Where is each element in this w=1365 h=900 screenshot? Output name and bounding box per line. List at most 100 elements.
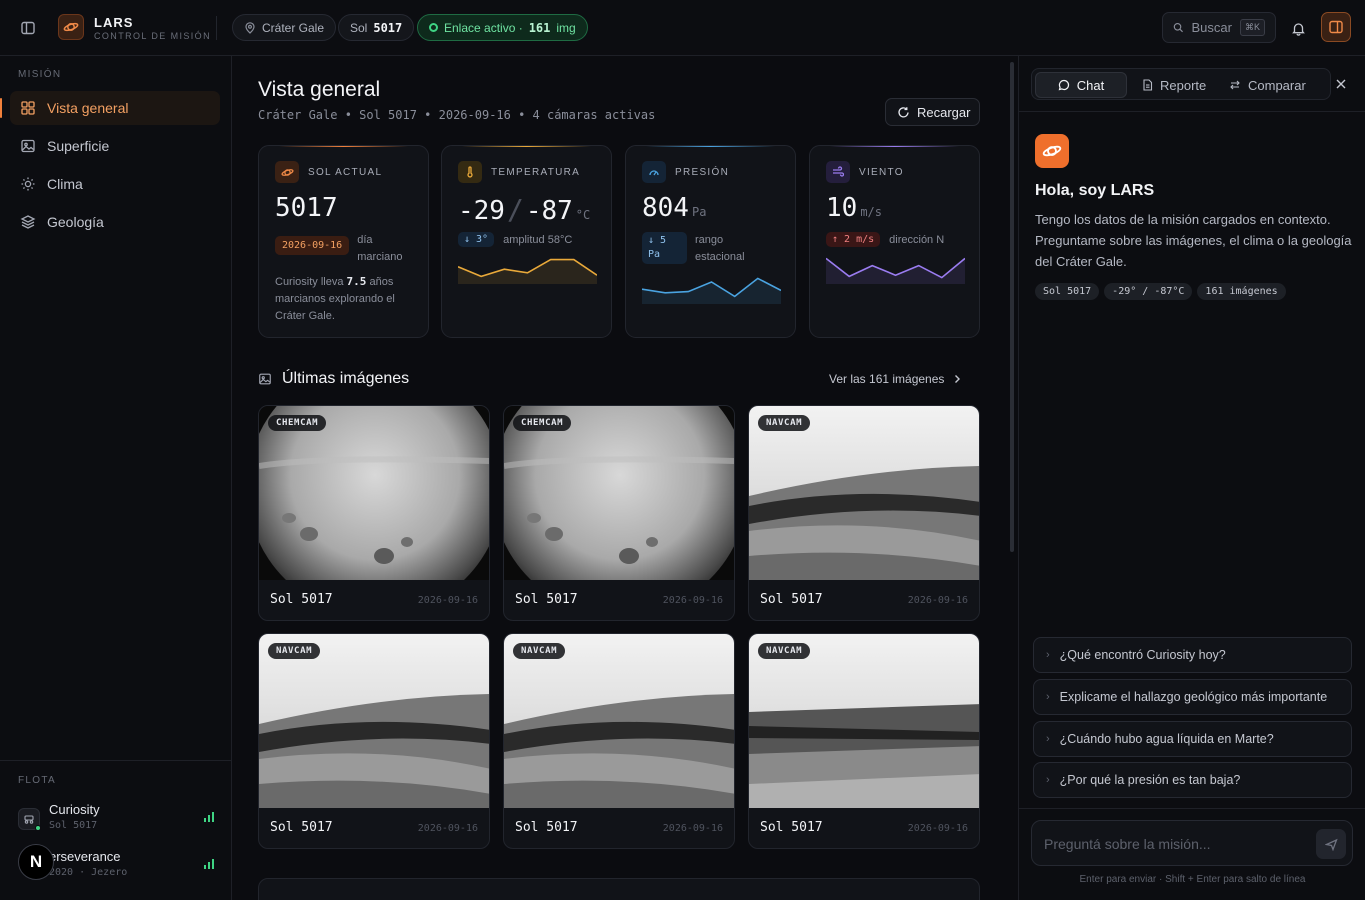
tab-chat[interactable]: Chat xyxy=(1035,72,1127,98)
chip-note: dirección N xyxy=(889,233,945,246)
wind-icon xyxy=(826,161,850,183)
tab-comparar[interactable]: Comparar xyxy=(1219,72,1316,98)
sidebar-item-vista-general[interactable]: Vista general xyxy=(0,91,220,125)
message-icon xyxy=(1058,79,1069,91)
image-date: 2026-09-16 xyxy=(662,595,723,606)
reload-button[interactable]: Recargar xyxy=(885,98,980,126)
link-image-unit: img xyxy=(556,20,576,35)
lars-avatar xyxy=(1035,134,1069,168)
temperature-value: -29/-87 °C xyxy=(458,193,591,226)
send-button[interactable] xyxy=(1316,829,1346,859)
input-hint: Enter para enviar · Shift + Enter para s… xyxy=(1079,874,1306,885)
image-date: 2026-09-16 xyxy=(907,595,968,606)
chat-intro: Tengo los datos de la misión cargados en… xyxy=(1035,212,1352,269)
camera-tag: NAVCAM xyxy=(758,643,811,659)
link-status-pill[interactable]: Enlace activo · 161 img xyxy=(417,14,588,41)
sidebar-item-label: Superficie xyxy=(47,138,110,154)
top-bar: LARS CONTROL DE MISIÓN Cráter Gale Sol 5… xyxy=(0,0,1365,56)
sparkline-line xyxy=(458,258,597,278)
sol-card: SOL ACTUAL 5017 2026-09-16 día marciano … xyxy=(258,145,429,338)
card-accent xyxy=(646,146,775,147)
camera-tag: CHEMCAM xyxy=(513,415,572,431)
chat-input-box xyxy=(1031,820,1353,866)
image-card[interactable]: CHEMCAM Sol 5017 2026-09-16 xyxy=(503,405,735,621)
sol-description: Curiosity lleva 7.5 años marcianos explo… xyxy=(275,273,415,325)
pressure-card: PRESIÓN 804 Pa ↓ 5 Pa rango estacional xyxy=(625,145,796,338)
grid-icon xyxy=(21,101,35,115)
dev-tools-badge[interactable]: N xyxy=(18,844,54,880)
sidebar-item-superficie[interactable]: Superficie xyxy=(10,129,220,163)
card-title: TEMPERATURA xyxy=(491,166,581,178)
sol-pill[interactable]: Sol 5017 xyxy=(338,14,415,41)
fleet-subtitle: Sol 5017 xyxy=(49,820,98,831)
fleet-item-perseverance[interactable]: erseverance 2020 · Jezero xyxy=(18,849,218,885)
sidebar-item-label: Clima xyxy=(47,176,83,192)
date-chip: 2026-09-16 xyxy=(275,236,350,255)
temperature-card: TEMPERATURA -29/-87 °C ↓ 3° amplitud 58°C xyxy=(441,145,612,338)
delta-chip: ↓ 3° xyxy=(458,232,495,247)
sparkline-area xyxy=(458,259,597,284)
sol-desc-a: Curiosity lleva xyxy=(275,276,344,288)
suggestion-button[interactable]: › ¿Cuándo hubo agua líquida en Marte? xyxy=(1033,721,1352,757)
image-card[interactable]: NAVCAM Sol 5017 2026-09-16 xyxy=(748,633,980,849)
image-card[interactable]: CHEMCAM Sol 5017 2026-09-16 xyxy=(258,405,490,621)
sidebar-item-geologia[interactable]: Geología xyxy=(10,205,220,239)
context-chip: Sol 5017 xyxy=(1035,283,1100,300)
pressure-sparkline xyxy=(642,277,781,304)
suggestion-button[interactable]: › Explicame el hallazgo geológico más im… xyxy=(1033,679,1352,715)
delta-chip: ↑ 2 m/s xyxy=(826,232,881,247)
context-chips: Sol 5017 -29° / -87°C 161 imágenes xyxy=(1035,283,1286,300)
sol-desc-b: años marcianos explorando el Cráter Gale… xyxy=(275,276,395,322)
card-title: SOL ACTUAL xyxy=(308,166,383,178)
sidebar-item-clima[interactable]: Clima xyxy=(10,167,220,201)
image-card[interactable]: NAVCAM Sol 5017 2026-09-16 xyxy=(258,633,490,849)
sol-label: Sol xyxy=(350,20,368,35)
tab-reporte[interactable]: Reporte xyxy=(1132,72,1216,98)
fleet-item-curiosity[interactable]: Curiosity Sol 5017 xyxy=(18,802,218,838)
toggle-chat-panel-button[interactable] xyxy=(1321,12,1351,42)
scrollbar[interactable] xyxy=(1010,62,1014,552)
tab-label: Chat xyxy=(1076,77,1105,93)
wind-card: VIENTO 10 m/s ↑ 2 m/s dirección N xyxy=(809,145,980,338)
send-icon xyxy=(1324,838,1338,851)
next-section-card xyxy=(258,878,980,900)
temp-min: -87 xyxy=(525,196,573,226)
lars-logo[interactable] xyxy=(58,14,84,40)
card-accent xyxy=(830,146,959,147)
see-all-label: Ver las 161 imágenes xyxy=(829,372,945,386)
notifications-button[interactable] xyxy=(1286,16,1310,40)
image-icon xyxy=(21,139,35,153)
chevron-right-icon: › xyxy=(1046,649,1050,661)
image-card[interactable]: NAVCAM Sol 5017 2026-09-16 xyxy=(503,633,735,849)
chevron-right-icon: › xyxy=(1046,733,1050,745)
chemcam-photo xyxy=(259,406,489,580)
sun-icon xyxy=(21,177,35,191)
chat-greeting: Hola, soy LARS xyxy=(1035,182,1155,199)
context-chip: 161 imágenes xyxy=(1197,283,1286,300)
suggestion-button[interactable]: › ¿Por qué la presión es tan baja? xyxy=(1033,762,1352,798)
navcam-photo xyxy=(259,634,489,808)
pressure-value: 804 Pa xyxy=(642,193,706,223)
images-section-title: Últimas imágenes xyxy=(282,370,410,387)
online-dot xyxy=(35,825,41,831)
image-card[interactable]: NAVCAM Sol 5017 2026-09-16 xyxy=(748,405,980,621)
suggestion-label: ¿Por qué la presión es tan baja? xyxy=(1059,773,1241,787)
suggestion-button[interactable]: › ¿Qué encontró Curiosity hoy? xyxy=(1033,637,1352,673)
close-chat-button[interactable] xyxy=(1331,74,1351,94)
chat-input[interactable] xyxy=(1044,833,1304,855)
temp-unit: °C xyxy=(575,208,591,222)
sidebar-item-label: Vista general xyxy=(47,100,129,116)
see-all-images-link[interactable]: Ver las 161 imágenes xyxy=(829,372,962,386)
link-status-label: Enlace activo · xyxy=(444,20,523,35)
search-button[interactable]: Buscar ⌘K xyxy=(1162,12,1276,43)
panel-right-icon xyxy=(1329,20,1343,34)
location-pill[interactable]: Cráter Gale xyxy=(232,14,337,41)
card-title: VIENTO xyxy=(859,166,904,178)
page-title: Vista general xyxy=(258,78,381,101)
sidebar: MISIÓN Vista general Superficie Clima Ge… xyxy=(0,56,232,900)
sparkline-line xyxy=(826,257,965,279)
toggle-sidebar-button[interactable] xyxy=(14,14,42,42)
orbit-icon xyxy=(1042,145,1062,157)
bell-icon xyxy=(1291,22,1305,36)
mission-section-label: MISIÓN xyxy=(18,69,62,80)
